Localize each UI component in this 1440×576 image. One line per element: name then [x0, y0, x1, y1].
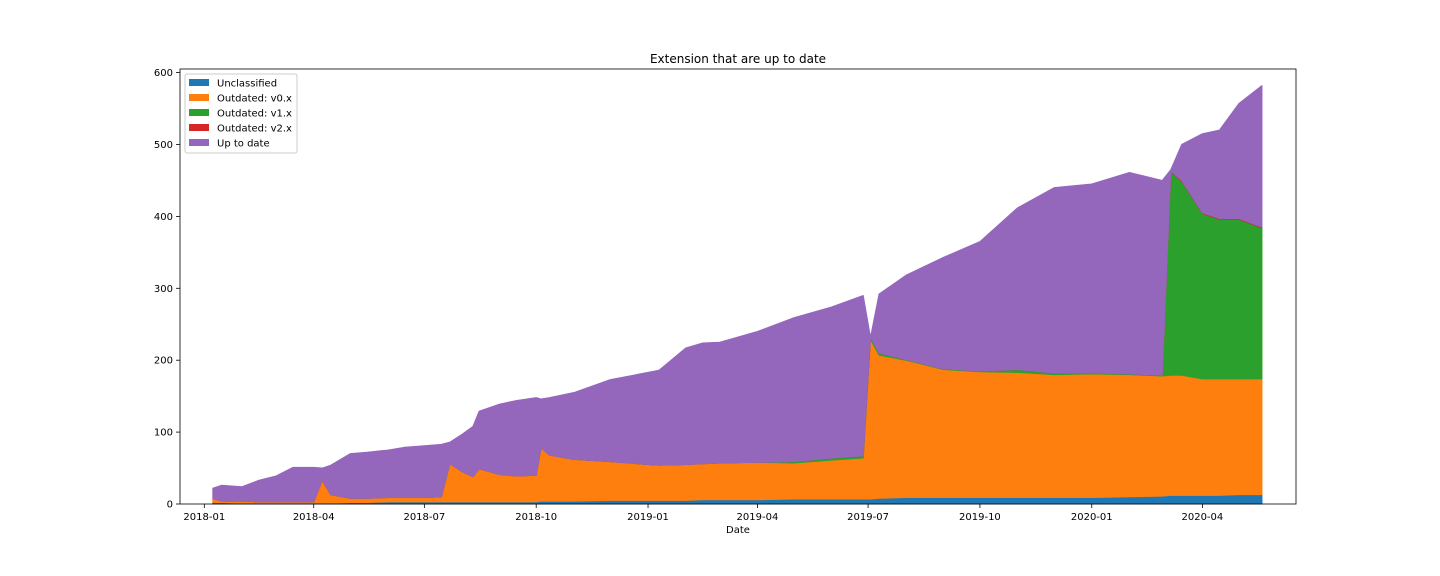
- legend-label-outdated-v1-x: Outdated: v1.x: [217, 109, 292, 120]
- x-tick-label: 2019-01: [627, 512, 669, 523]
- legend-swatch-up-to-date: [189, 139, 209, 146]
- x-axis-label: Date: [726, 525, 750, 536]
- legend-label-unclassified: Unclassified: [217, 79, 277, 90]
- chart-title: Extension that are up to date: [650, 52, 826, 66]
- x-tick-label: 2019-04: [737, 512, 779, 523]
- y-tick-label: 0: [167, 500, 173, 511]
- area-up-to-date: [212, 85, 1263, 503]
- y-tick-label: 500: [154, 140, 173, 151]
- y-tick-label: 400: [154, 212, 173, 223]
- legend-label-up-to-date: Up to date: [217, 139, 270, 150]
- y-tick-label: 200: [154, 356, 173, 367]
- y-tick-label: 600: [154, 68, 173, 79]
- y-axis-ticks: 0 100 200 300 400 500 600: [154, 68, 180, 511]
- legend-swatch-unclassified: [189, 79, 209, 86]
- x-tick-label: 2018-10: [515, 512, 557, 523]
- x-tick-label: 2020-04: [1181, 512, 1223, 523]
- x-tick-label: 2018-01: [183, 512, 225, 523]
- area-series-group: [212, 85, 1263, 505]
- x-tick-label: 2019-07: [847, 512, 889, 523]
- y-tick-label: 100: [154, 428, 173, 439]
- legend-swatch-outdated-v0-x: [189, 94, 209, 101]
- x-tick-label: 2018-07: [403, 512, 445, 523]
- plot-frame: [179, 68, 1297, 505]
- legend-swatch-outdated-v1-x: [189, 109, 209, 116]
- x-tick-label: 2019-10: [959, 512, 1001, 523]
- legend-box: [184, 73, 298, 154]
- x-axis-ticks: 2018-01 2018-04 2018-07 2018-10 2019-01 2019-…: [183, 504, 1223, 523]
- legend-label-outdated-v0-x: Outdated: v0.x: [217, 94, 292, 105]
- legend-swatch-outdated-v2-x: [189, 124, 209, 131]
- x-tick-label: 2020-01: [1071, 512, 1113, 523]
- legend-label-outdated-v2-x: Outdated: v2.x: [217, 124, 292, 135]
- y-tick-label: 300: [154, 284, 173, 295]
- legend: Unclassified Outdated: v0.x Outdated: v1.x…: [184, 73, 298, 154]
- x-tick-label: 2018-04: [293, 512, 335, 523]
